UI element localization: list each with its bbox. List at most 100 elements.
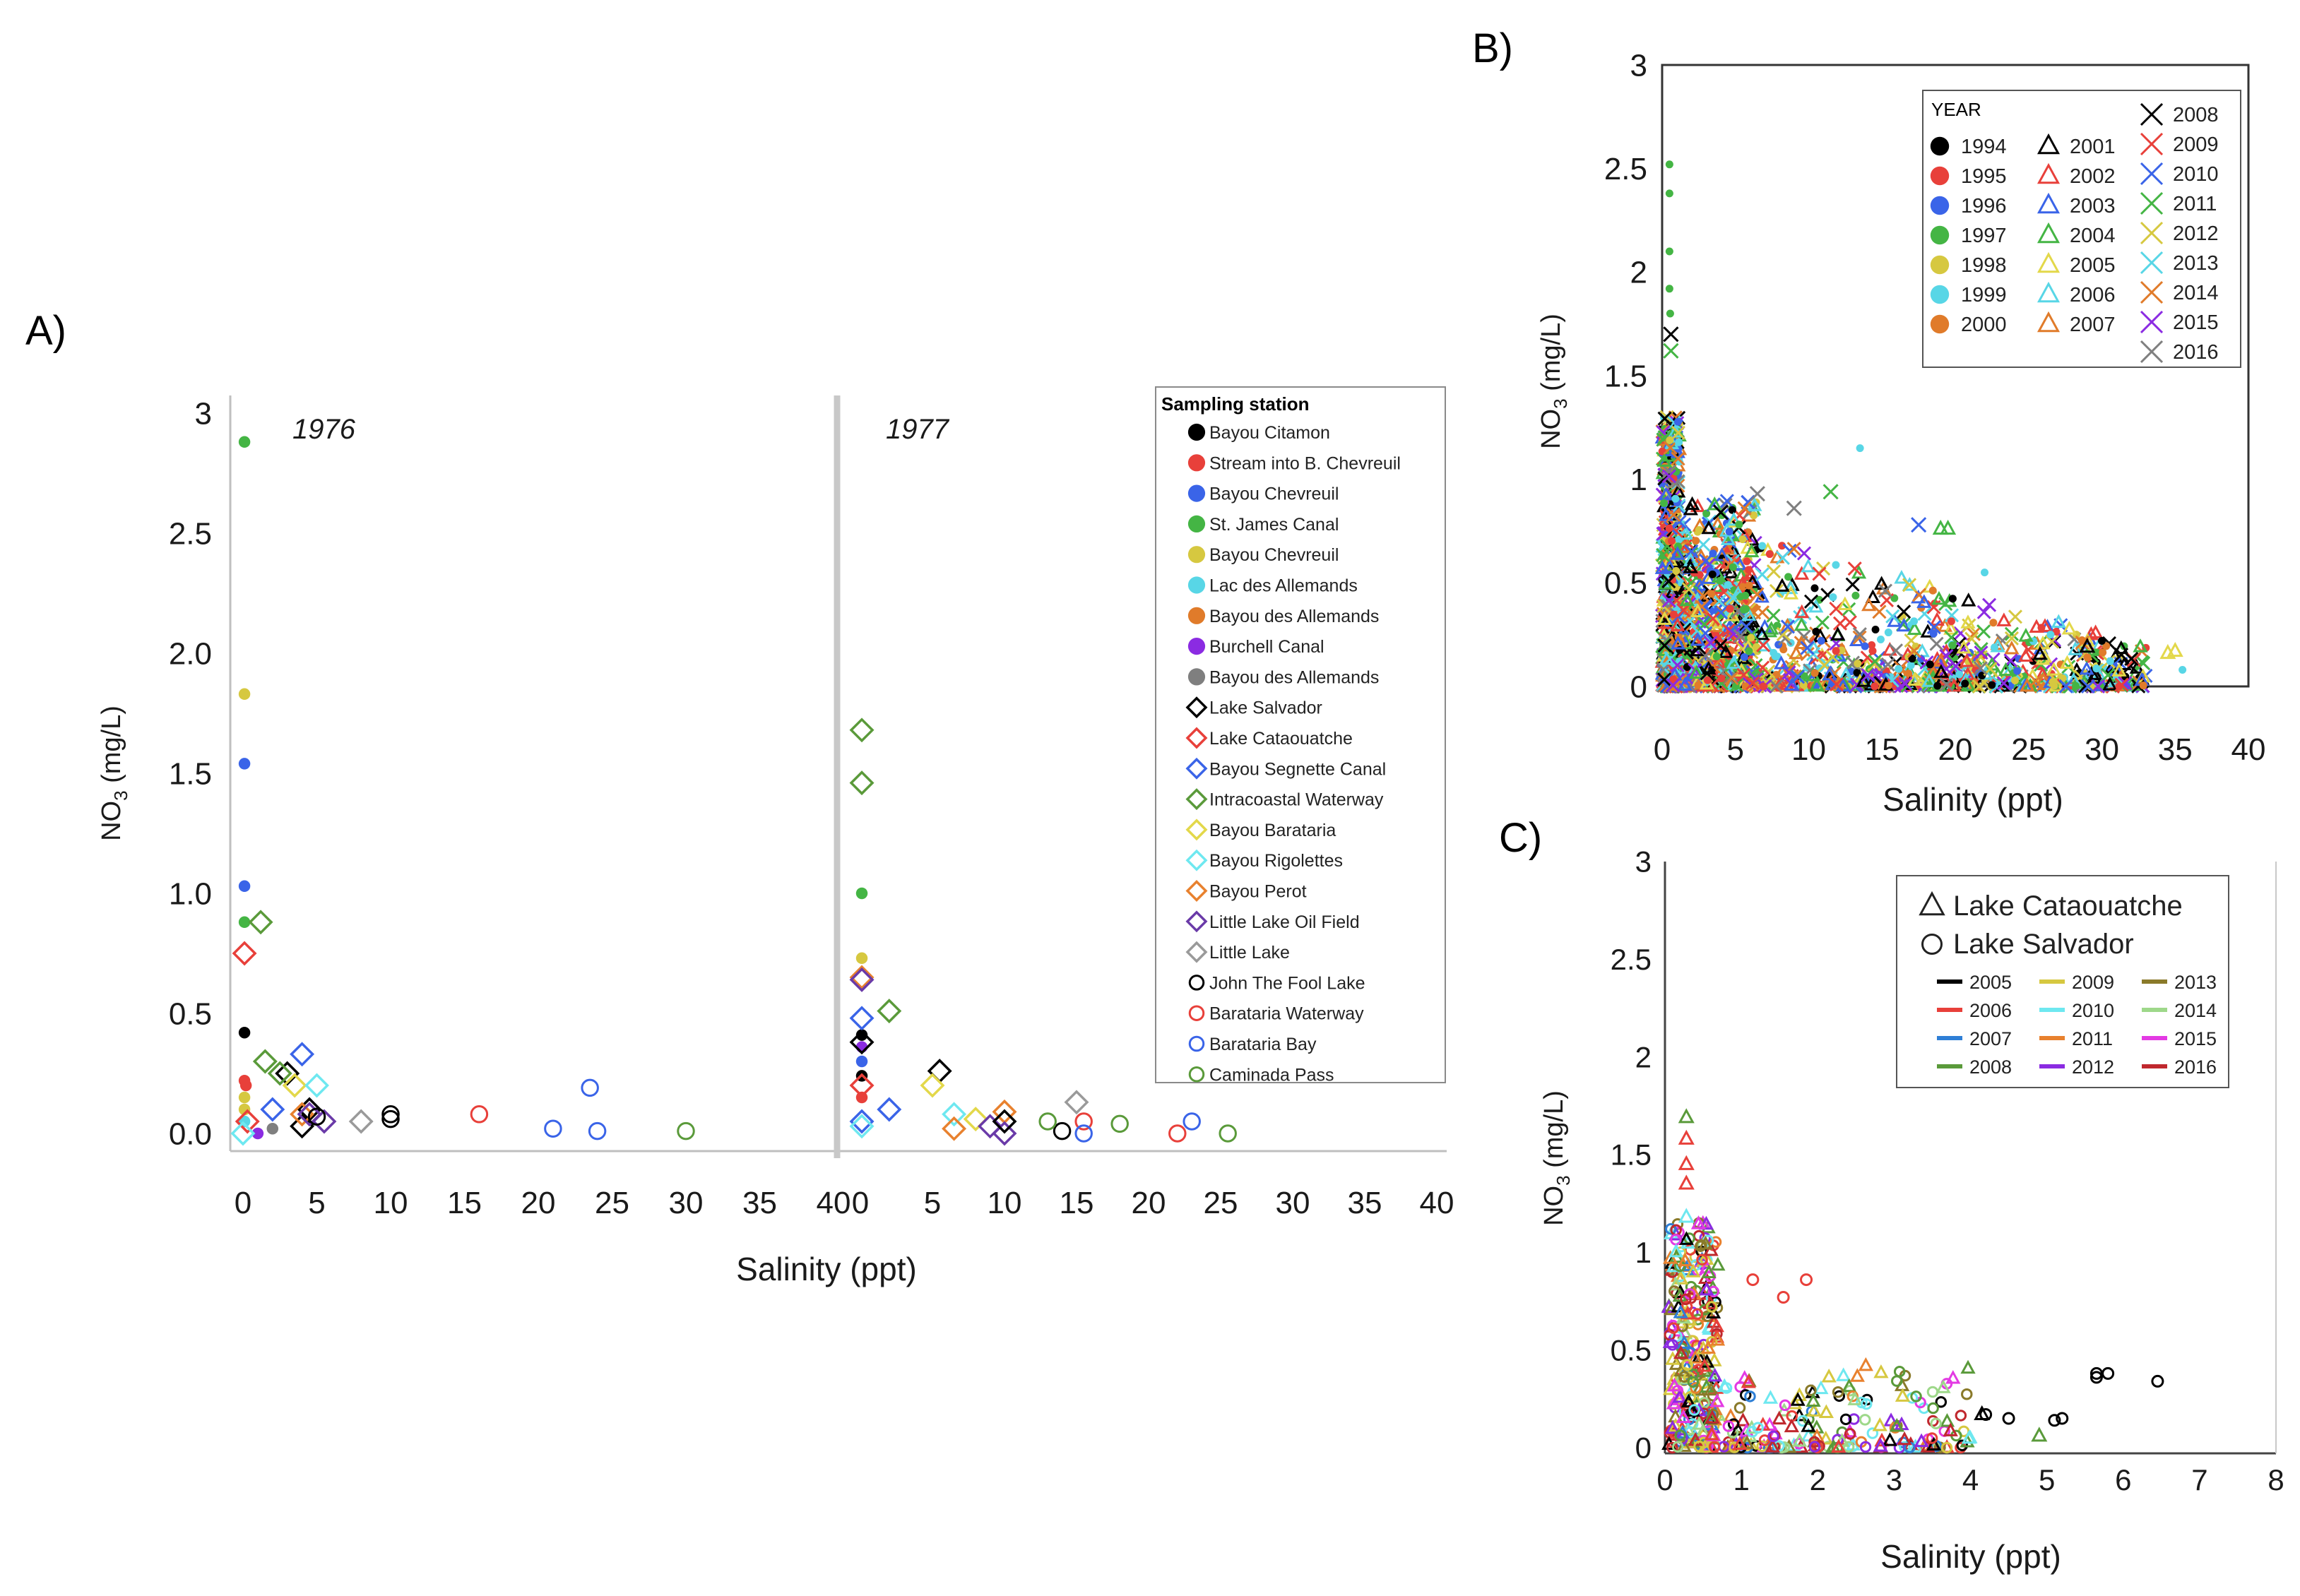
panel-b-point xyxy=(1764,621,1779,635)
panel-c-points xyxy=(1661,1108,2164,1454)
panel-c-point xyxy=(1666,1395,1682,1410)
panel-a-1977-point xyxy=(849,770,875,796)
panel-c-point xyxy=(1695,1239,1707,1251)
panel-b-point xyxy=(1783,585,1799,600)
panel-b-point xyxy=(1661,593,1676,608)
panel-a-1976-point xyxy=(581,1078,599,1097)
panel-a-1976-point xyxy=(290,1114,315,1139)
panel-b-point xyxy=(1719,540,1735,555)
panel-b-point xyxy=(1670,546,1685,560)
panel-a-1977-point xyxy=(942,1102,967,1127)
panel-b-point xyxy=(1666,309,1674,318)
panel-b-point xyxy=(1812,566,1827,581)
panel-b-point xyxy=(1724,580,1732,589)
panel-a-legend-marker xyxy=(1185,849,1208,871)
panel-a-1976-point xyxy=(248,910,273,935)
panel-b-point xyxy=(1729,563,1737,571)
panel-b-point xyxy=(1943,621,1959,635)
panel-a-1977-point xyxy=(927,1059,952,1084)
panel-b-legend-marker xyxy=(2037,162,2061,184)
panel-b-point xyxy=(1710,631,1725,645)
panel-b-point xyxy=(1799,681,1808,689)
panel-a-legend-label: Bayou Citamon xyxy=(1209,423,1330,443)
panel-b-point xyxy=(1758,542,1767,550)
panel-c-point xyxy=(1709,1318,1724,1333)
panel-b-legend-label: 1998 xyxy=(1961,254,2007,277)
panel-b-legend-marker xyxy=(2140,221,2164,245)
panel-b-point xyxy=(2098,636,2106,645)
panel-c-point xyxy=(1678,1371,1690,1383)
panel-c-point xyxy=(1777,1290,1790,1304)
panel-b-point xyxy=(2079,638,2096,653)
panel-b-point xyxy=(1703,571,1719,585)
panel-c-point xyxy=(1872,1417,1887,1431)
panel-c-legend-label: 2012 xyxy=(2072,1056,2114,1078)
panel-b-point xyxy=(1854,660,1862,668)
panel-b-point xyxy=(1665,285,1673,293)
panel-a-1977-point xyxy=(920,1073,945,1098)
panel-b-point xyxy=(1741,591,1750,600)
panel-b-point xyxy=(2018,648,2034,662)
panel-b-legend-label: 2008 xyxy=(2173,104,2219,126)
panel-a-legend-label: Caminada Pass xyxy=(1209,1065,1334,1085)
panel-b-point xyxy=(1976,605,1991,619)
panel-b-point xyxy=(1679,592,1695,607)
panel-c-point xyxy=(1752,1422,1764,1434)
panel-b-point xyxy=(1775,550,1790,566)
panel-b-point xyxy=(1955,670,1964,679)
panel-b-point xyxy=(1831,648,1847,662)
panel-b-y-tick-0: 0 xyxy=(1630,669,1647,704)
panel-b-point xyxy=(2044,634,2059,649)
panel-a-1977-point xyxy=(963,1107,988,1132)
panel-c-point xyxy=(1666,1258,1681,1273)
panel-a-1977-point xyxy=(978,1114,1003,1139)
panel-c-point xyxy=(1693,1440,1705,1453)
panel-b-point xyxy=(1674,542,1683,551)
panel-c-x-tick-2: 2 xyxy=(1810,1463,1826,1496)
panel-b-point xyxy=(2139,681,2147,690)
panel-b-point xyxy=(1988,681,1996,689)
panel-b-point xyxy=(2159,643,2176,660)
panel-b-point xyxy=(1880,657,1895,672)
panel-a-y-tick-4: 2.0 xyxy=(169,636,212,671)
panel-b-point xyxy=(1933,664,1949,678)
panel-a-y-tick-5: 2.5 xyxy=(169,516,212,551)
panel-c-point xyxy=(1673,1304,1688,1318)
panel-a-legend-marker xyxy=(1188,1005,1205,1021)
panel-b-point xyxy=(1865,589,1880,604)
panel-b-point xyxy=(1812,627,1820,636)
panel-b-point xyxy=(1744,543,1760,558)
panel-b-point xyxy=(1860,650,1875,665)
panel-c-legend-marker xyxy=(1921,934,1943,955)
panel-c-point xyxy=(1897,1431,1912,1446)
panel-c-point xyxy=(1697,1358,1712,1372)
panel-b-point xyxy=(1783,580,1798,595)
panel-b-point xyxy=(1717,674,1726,683)
panel-c-point xyxy=(1667,1322,1680,1334)
panel-c-point xyxy=(1678,1231,1694,1245)
panel-b-legend-label: 1994 xyxy=(1961,136,2007,158)
panel-b-point xyxy=(1810,669,1819,677)
panel-c-legend-label: Lake Salvador xyxy=(1953,929,2134,960)
panel-b-point xyxy=(1884,681,1892,690)
panel-a-1977-point xyxy=(849,1073,875,1098)
panel-a-1977-point xyxy=(849,1109,875,1134)
panel-c-x-tick-7: 7 xyxy=(2191,1463,2207,1496)
panel-c-point xyxy=(1691,1416,1707,1430)
panel-c-point xyxy=(1805,1384,1817,1396)
panel-a-legend-label: Bayou des Allemands xyxy=(1209,607,1379,626)
panel-b-legend-label: 2004 xyxy=(2070,225,2116,247)
panel-a-legend-label: Bayou Chevreuil xyxy=(1209,545,1339,565)
panel-b-point xyxy=(2046,662,2062,676)
panel-b-point xyxy=(1744,566,1753,574)
panel-b-point xyxy=(1998,662,2014,677)
panel-b-y-title: NO3 (mg/L) xyxy=(1536,314,1571,449)
panel-a-1976-point xyxy=(290,1102,315,1127)
panel-b-point xyxy=(1861,597,1877,612)
panel-c-point xyxy=(1678,1155,1695,1170)
panel-b-point xyxy=(1808,598,1824,613)
panel-a-points xyxy=(230,436,1237,1146)
panel-c-point xyxy=(1717,1378,1732,1393)
panel-b-point xyxy=(1861,642,1869,650)
panel-c-point xyxy=(1708,1441,1721,1453)
